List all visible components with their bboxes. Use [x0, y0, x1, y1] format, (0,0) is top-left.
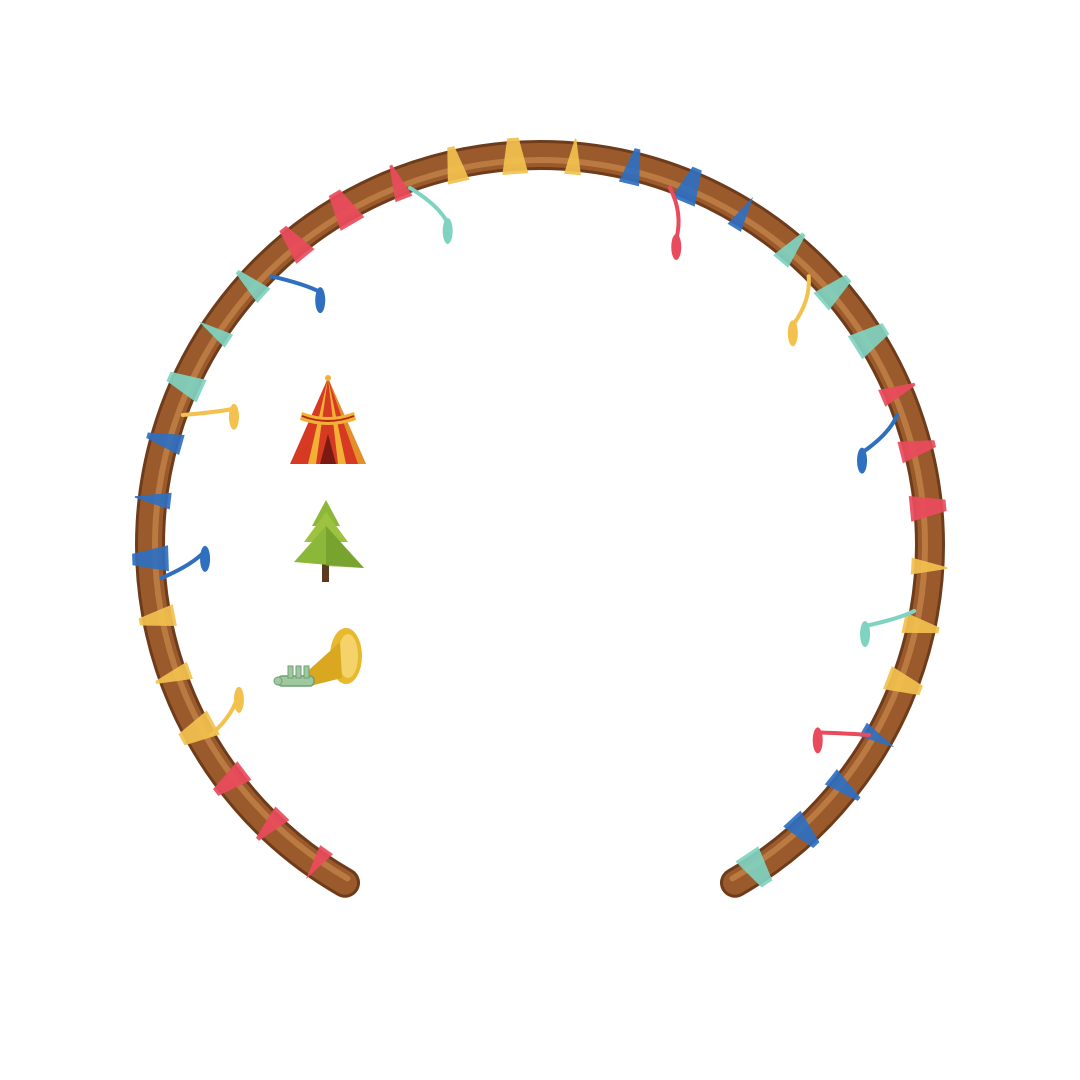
feather-charm	[812, 727, 823, 754]
ribbon-wrap	[735, 846, 773, 888]
ribbon-wrap	[783, 810, 820, 849]
ribbon-wrap	[305, 845, 333, 880]
feather-charm	[787, 320, 798, 347]
ribbon-wrap	[564, 138, 581, 176]
ribbon-wrap	[882, 666, 923, 696]
ribbon-wrap	[878, 382, 916, 407]
ribbon-wrap	[773, 232, 806, 268]
trumpet-item[interactable]	[270, 620, 370, 720]
hoop-wood-layer	[152, 157, 928, 882]
hoop-wood	[135, 140, 945, 898]
feather-charm	[860, 621, 871, 648]
ribbon-wrap	[502, 137, 529, 175]
circus-tent-item[interactable]	[278, 372, 378, 472]
ribbon-wrap	[166, 371, 207, 403]
ribbon-wrap	[824, 769, 861, 801]
ribbon-wrap	[901, 612, 940, 634]
ribbon-wrap	[727, 197, 754, 232]
ribbon-tail	[790, 274, 811, 328]
ribbon-wrap	[897, 440, 937, 464]
ribbon-tail	[863, 608, 917, 629]
ribbon-wrap	[859, 722, 895, 748]
ribbon-tail	[408, 185, 450, 225]
ribbon-wrap	[618, 148, 641, 187]
ribbon-wrap	[255, 806, 290, 841]
ribbon-wrap	[328, 189, 365, 231]
ribbon-wrap	[155, 661, 193, 684]
feather-charm	[228, 403, 239, 430]
feather-charm	[315, 287, 326, 314]
feather-charm	[857, 447, 868, 474]
ribbon-wrap	[279, 225, 315, 264]
pine-tree-item[interactable]	[276, 496, 376, 596]
ribbon-wrap	[447, 146, 470, 185]
feather-charm	[200, 545, 211, 572]
trumpet-icon	[273, 628, 362, 687]
ribbon-wrap	[132, 545, 169, 572]
feather-charm	[233, 686, 244, 713]
feather-charm	[442, 217, 453, 244]
ribbon-wrap	[213, 761, 252, 796]
ribbon-wrap	[847, 323, 890, 360]
feather-charm	[671, 233, 682, 260]
ribbon-wrap	[198, 321, 234, 348]
ribbon-tail	[815, 730, 872, 737]
ribbon-wrap	[178, 710, 220, 746]
circus-tent-icon	[290, 375, 366, 464]
ribbon-wrap	[389, 164, 413, 203]
ribbon-tail	[269, 274, 323, 295]
ribbon-wrap	[235, 270, 271, 304]
ribbon-wrap	[813, 274, 852, 311]
ribbon-wrap	[134, 492, 172, 510]
ribbon-wrap	[908, 495, 947, 522]
ribbon-tail	[180, 406, 236, 418]
ribbon-wrap	[146, 432, 185, 456]
pine-tree-icon	[294, 500, 364, 582]
ribbon-wrap	[671, 166, 702, 207]
hoop-ribbons	[132, 137, 948, 888]
hoop-wood-layer	[138, 143, 942, 895]
ribbon-wrap	[910, 557, 948, 575]
ribbon-tail	[860, 413, 900, 455]
ribbon-wrap	[138, 604, 177, 626]
